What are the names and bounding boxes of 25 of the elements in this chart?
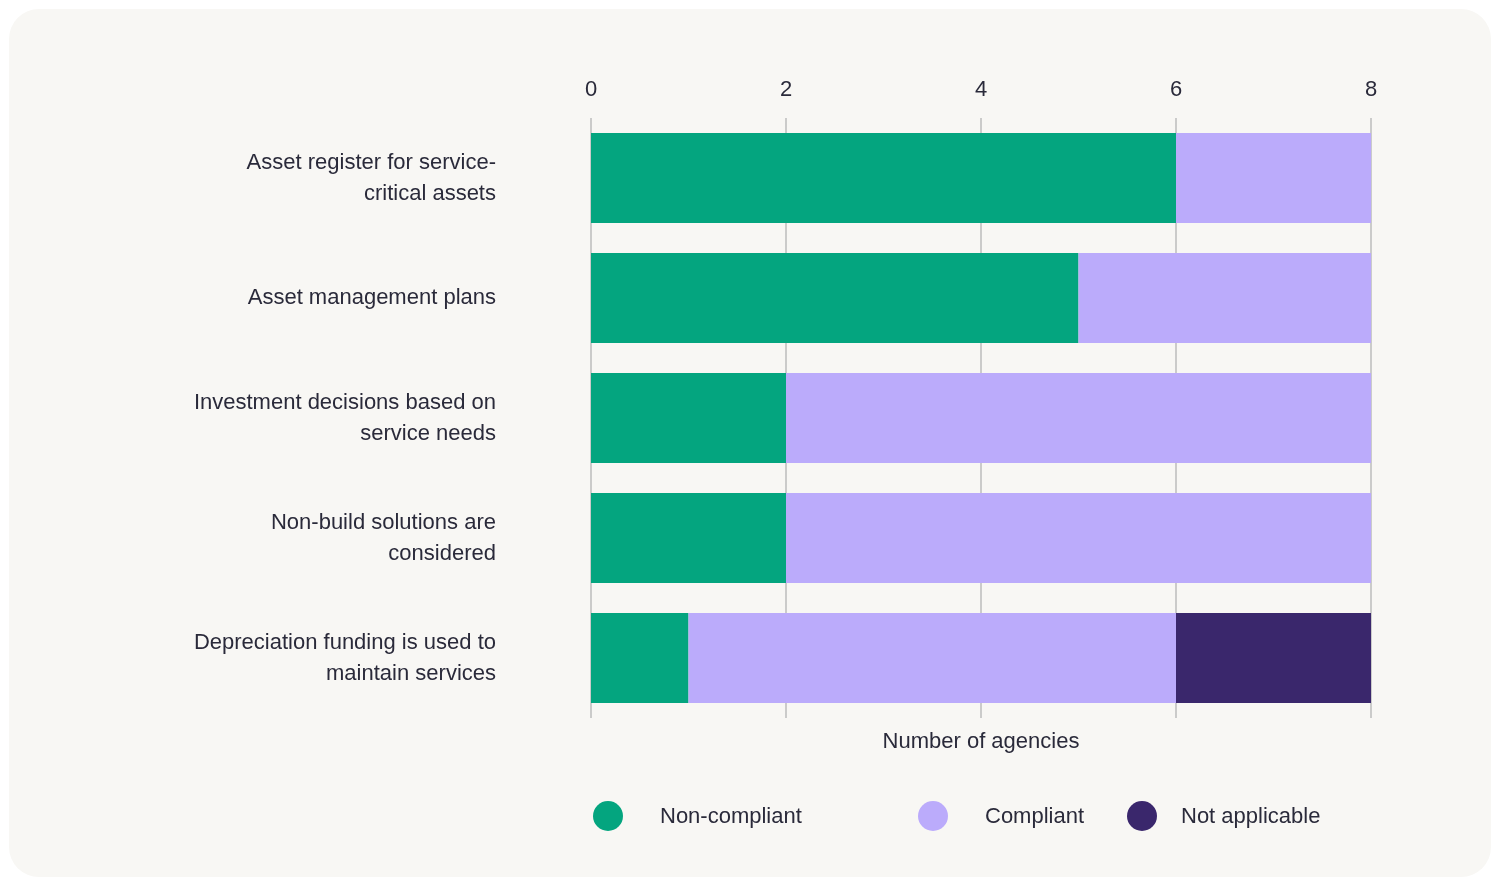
bar	[1078, 253, 1371, 343]
x-tick-label: 8	[1364, 76, 1378, 101]
bar	[1176, 133, 1371, 223]
y-tick-label: Depreciation funding is used to maintain services	[193, 628, 496, 685]
legend-label: Not applicable	[1181, 803, 1321, 828]
x-tick-label: 0	[584, 76, 598, 101]
legend-label: Non-compliant	[660, 803, 802, 828]
bar	[786, 493, 1371, 583]
y-tick-label: Asset register for service-critical assets	[246, 148, 496, 205]
bar	[591, 253, 1079, 343]
bar	[591, 133, 1176, 223]
y-tick-label: Investment decisions based on service needs	[193, 388, 496, 445]
bar	[591, 613, 689, 703]
x-axis-title: Number of agencies	[882, 728, 1080, 753]
bar	[688, 613, 1176, 703]
bar	[591, 493, 786, 583]
bar	[591, 373, 786, 463]
bar	[786, 373, 1371, 463]
y-tick-label: Asset management plans	[247, 283, 496, 309]
x-tick-label: 6	[1169, 76, 1183, 101]
legend-label: Compliant	[985, 803, 1085, 828]
y-tick-label: Non-build solutions are considered	[270, 508, 496, 565]
x-tick-label: 4	[974, 76, 988, 101]
x-tick-label: 2	[779, 76, 793, 101]
bar	[1176, 613, 1371, 703]
